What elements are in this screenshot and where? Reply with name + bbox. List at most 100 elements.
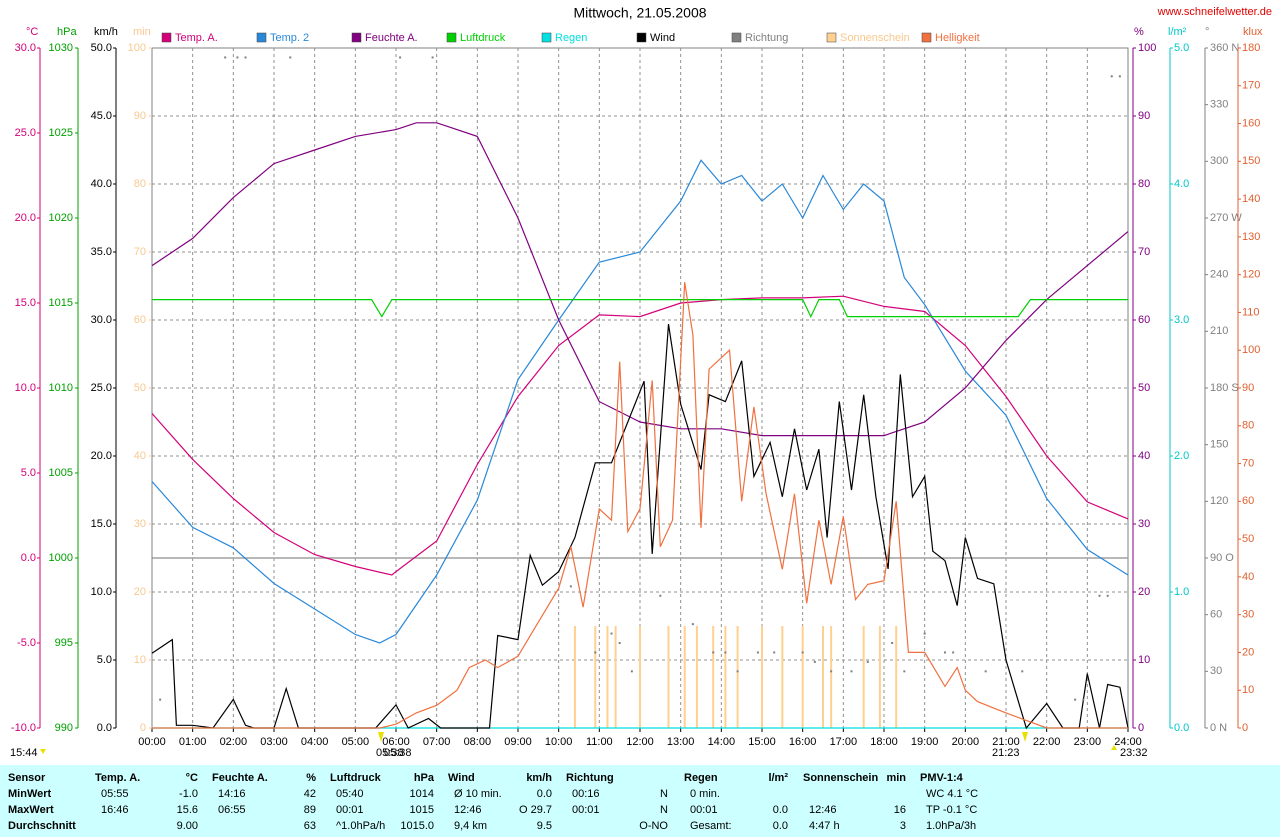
axis-title: l/m² <box>1168 26 1187 38</box>
y-tick-label: 45.0 <box>91 110 112 122</box>
y-tick-label: 30.0 <box>91 314 112 326</box>
y-tick-label: 0 N <box>1210 722 1227 734</box>
x-tick-label: 18:00 <box>870 736 898 748</box>
x-tick-label: 10:00 <box>545 736 573 748</box>
y-tick-label: 15.0 <box>91 518 112 530</box>
direction-dot <box>1118 75 1121 78</box>
y-tick-label: 150 <box>1210 439 1228 451</box>
y-tick-label: 330 <box>1210 99 1228 111</box>
direction-dot <box>610 632 613 635</box>
annotation: 15:44 <box>10 747 38 759</box>
y-tick-label: 5.0 <box>1174 42 1189 54</box>
direction-dot <box>569 585 572 588</box>
cell: 00:01 <box>336 804 364 816</box>
grid <box>152 48 1128 728</box>
y-tick-label: 100 <box>1138 42 1156 54</box>
cell: min <box>886 772 906 784</box>
y-tick-label: 10.0 <box>91 586 112 598</box>
row-label: MaxWert <box>8 804 54 816</box>
x-tick-label: 23:00 <box>1074 736 1102 748</box>
legend-swatch <box>636 32 647 43</box>
cell: 9.00 <box>176 820 198 832</box>
axis-title: °C <box>26 26 38 38</box>
x-tick-label: 24:00 <box>1114 736 1142 748</box>
sunshine-bar <box>736 626 739 728</box>
sunshine-bar <box>639 626 641 728</box>
y-tick-label: 360 N <box>1210 42 1239 54</box>
x-tick-label: 22:00 <box>1033 736 1061 748</box>
x-tick-label: 05:00 <box>342 736 370 748</box>
direction-dot <box>801 651 804 654</box>
cell: Ø 10 min. <box>454 788 502 800</box>
y-tick-label: 40 <box>134 450 146 462</box>
axis-title: % <box>1134 26 1144 38</box>
y-tick-label: 60 <box>134 314 146 326</box>
cell: 00:16 <box>572 788 600 800</box>
direction-dot <box>244 56 247 59</box>
legend-swatch <box>826 32 837 43</box>
y-tick-label: 70 <box>1138 246 1150 258</box>
sunshine-bar <box>895 626 898 728</box>
axis-title: ° <box>1205 26 1209 38</box>
y-tick-label: 180 <box>1242 42 1260 54</box>
x-tick-label: 09:00 <box>504 736 532 748</box>
y-tick-label: 10.0 <box>15 382 36 394</box>
y-tick-label: 15.0 <box>15 297 36 309</box>
y-tick-label: 995 <box>55 637 73 649</box>
y-tick-label: 25.0 <box>91 382 112 394</box>
series-line <box>151 295 1129 576</box>
cell: Luftdruck <box>330 772 381 784</box>
y-tick-label: 120 <box>1210 495 1228 507</box>
cell: 89 <box>303 804 316 816</box>
legend-swatch <box>256 32 267 43</box>
y-tick-label: 240 <box>1210 269 1228 281</box>
y-tick-label: 30 <box>1210 665 1222 677</box>
y-tick-label: 1.0 <box>1174 586 1189 598</box>
direction-dot <box>431 56 434 59</box>
y-tick-label: 1005 <box>49 467 73 479</box>
x-tick-label: 12:00 <box>626 736 654 748</box>
sunshine-bar <box>801 626 804 728</box>
cell: Temp. A. <box>95 772 141 784</box>
cell: km/h <box>526 772 552 784</box>
cell: 06:55 <box>218 804 246 816</box>
cell: 1.0hPa/3h <box>926 820 977 832</box>
direction-dot <box>903 670 906 673</box>
cell: 0.0 <box>772 804 788 816</box>
website: www.schneifelwetter.de <box>1157 6 1272 18</box>
y-tick-label: 5.0 <box>97 654 112 666</box>
x-tick-label: 19:00 <box>911 736 939 748</box>
y-tick-label: 1025 <box>49 127 73 139</box>
legend-swatch <box>731 32 742 43</box>
y-tick-label: 40.0 <box>91 178 112 190</box>
legend-swatch <box>921 32 932 43</box>
y-tick-label: -5.0 <box>17 637 36 649</box>
legend-label: Richtung <box>745 32 788 44</box>
sunshine-bar <box>695 626 698 728</box>
x-tick-label: 07:00 <box>423 736 451 748</box>
marker <box>40 749 46 754</box>
cell: 12:46 <box>454 804 482 816</box>
x-tick-label: 15:00 <box>748 736 776 748</box>
legend-swatch <box>161 32 172 43</box>
marker <box>1111 745 1117 750</box>
sunshine-bar <box>683 626 686 728</box>
y-tick-label: 100 <box>1242 344 1260 356</box>
y-tick-label: 10 <box>1138 654 1150 666</box>
x-tick-label: 04:00 <box>301 736 329 748</box>
y-tick-label: 20.0 <box>15 212 36 224</box>
y-tick-label: 60 <box>1210 609 1222 621</box>
x-tick-label: 08:00 <box>464 736 492 748</box>
y-tick-label: 50 <box>1242 533 1254 545</box>
direction-dot <box>618 642 621 644</box>
direction-dot <box>850 670 853 673</box>
y-tick-label: 1020 <box>49 212 73 224</box>
x-tick-label: 17:00 <box>830 736 858 748</box>
y-tick-label: 110 <box>1242 306 1260 318</box>
direction-dot <box>984 670 987 673</box>
cell: 0.0 <box>772 820 788 832</box>
legend-label: Temp. 2 <box>270 32 309 44</box>
direction-dot <box>1106 594 1109 597</box>
direction-dot <box>159 698 162 701</box>
x-tick-label: 16:00 <box>789 736 817 748</box>
